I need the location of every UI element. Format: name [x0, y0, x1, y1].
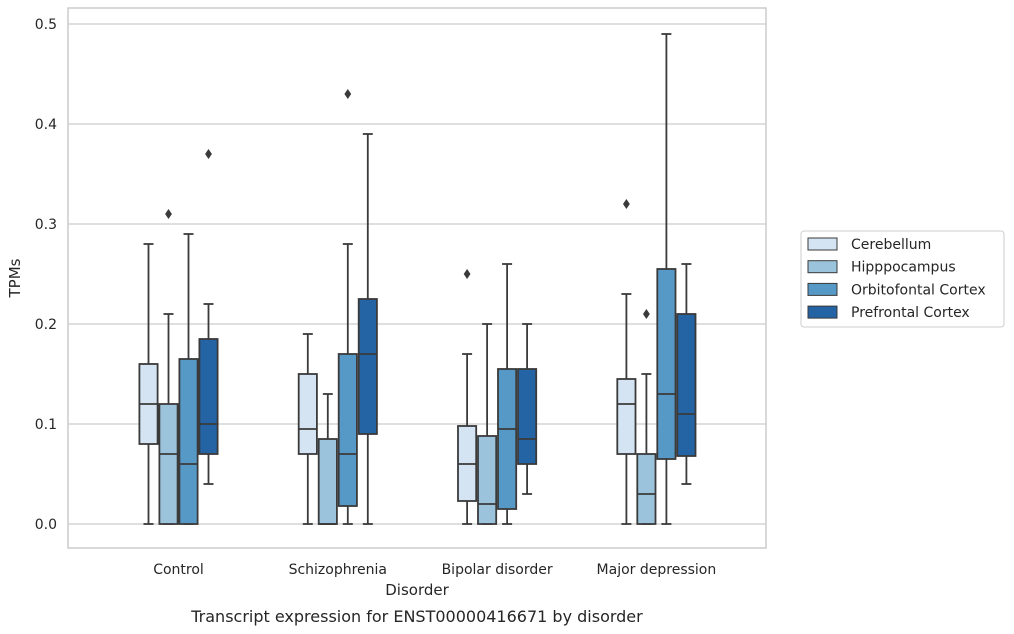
- iqr-box: [357, 298, 378, 435]
- box-group: [337, 89, 358, 525]
- legend-swatch: [807, 237, 838, 251]
- iqr-box: [517, 368, 538, 465]
- y-tick-labels: 0.0 0.1 0.2 0.3 0.4 0.5: [35, 17, 57, 533]
- iqr-box: [317, 438, 338, 525]
- legend-swatch: [807, 282, 838, 296]
- legend-label: Cerebellum: [851, 237, 931, 253]
- legend-frame: [800, 230, 1005, 328]
- box-group: [477, 323, 498, 525]
- outlier-point: [623, 199, 630, 209]
- box-group: [616, 199, 637, 525]
- x-tick-label: Bipolar disorder: [442, 562, 553, 578]
- y-tick-label: 0.0: [35, 517, 57, 533]
- boxes: [138, 33, 697, 525]
- iqr-box: [676, 313, 697, 457]
- box-group: [178, 233, 199, 525]
- iqr-box: [337, 353, 358, 507]
- outlier-point: [205, 149, 212, 159]
- y-tick-label: 0.4: [35, 117, 57, 133]
- box-group: [317, 393, 338, 525]
- iqr-box: [497, 368, 518, 510]
- legend-label: Prefrontal Cortex: [851, 305, 970, 321]
- iqr-box: [297, 373, 318, 455]
- iqr-box: [178, 358, 199, 525]
- box-group: [357, 133, 378, 525]
- box-group: [497, 263, 518, 525]
- x-axis-label: Disorder: [385, 581, 449, 599]
- x-tick-labels: Control Schizophrenia Bipolar disorder Majo…: [153, 562, 716, 578]
- outlier-point: [643, 309, 650, 319]
- y-tick-label: 0.2: [35, 317, 57, 333]
- y-tick-label: 0.1: [35, 417, 57, 433]
- x-tick-label: Control: [153, 562, 204, 578]
- y-tick-label: 0.3: [35, 217, 57, 233]
- legend-swatch: [807, 305, 838, 319]
- iqr-box: [636, 453, 657, 525]
- chart-caption: Transcript expression for ENST0000041667…: [190, 607, 643, 626]
- x-tick-label: Schizophrenia: [289, 562, 387, 578]
- legend-swatch: [807, 260, 838, 274]
- legend-label: Orbitofontal Cortex: [851, 282, 986, 298]
- box-group: [198, 149, 219, 485]
- iqr-box: [198, 338, 219, 455]
- x-tick-label: Major depression: [597, 562, 717, 578]
- box-group: [517, 323, 538, 495]
- y-tick-label: 0.5: [35, 17, 57, 33]
- box-group: [138, 243, 159, 525]
- legend-label: Hipppocampus: [851, 260, 956, 276]
- outlier-point: [463, 269, 471, 279]
- box-group: [158, 209, 179, 525]
- iqr-box: [158, 403, 179, 525]
- box-group: [297, 333, 318, 525]
- legend: Cerebellum Hipppocampus Orbitofontal Corte…: [800, 230, 1005, 328]
- outlier-point: [165, 209, 172, 219]
- iqr-box: [656, 268, 677, 460]
- iqr-box: [477, 435, 498, 525]
- box-group: [676, 263, 697, 485]
- y-axis-label: TPMs: [6, 258, 24, 298]
- box-group: [636, 309, 657, 525]
- box-group: [656, 33, 677, 525]
- outlier-point: [344, 89, 352, 99]
- iqr-box: [616, 378, 637, 455]
- box-group: [457, 269, 478, 525]
